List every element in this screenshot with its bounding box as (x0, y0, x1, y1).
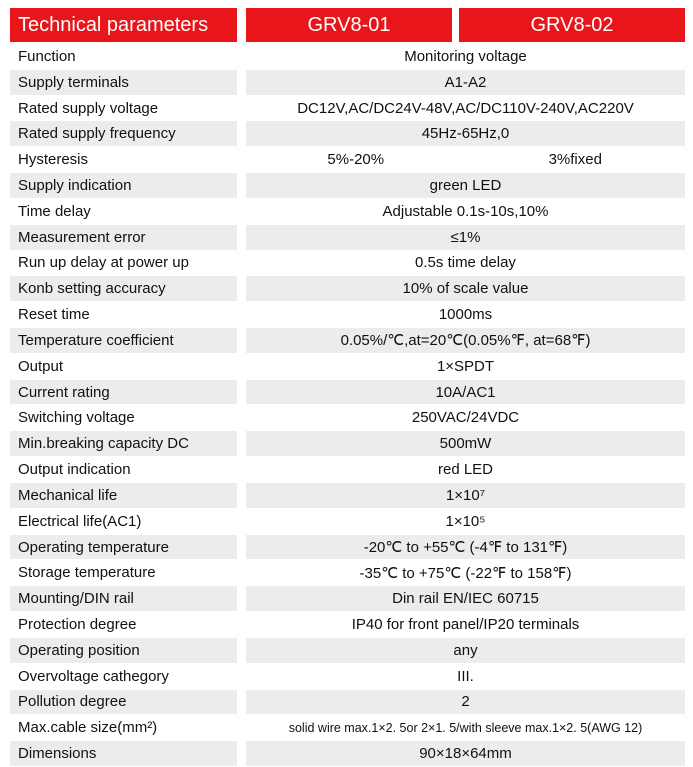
row-label: Output (18, 357, 64, 375)
row-label: Reset time (18, 306, 90, 324)
row-label: Min.breaking capacity DC (10, 431, 237, 457)
row-label: Pollution degree (10, 689, 237, 715)
model-header: GRV8-01 (246, 8, 452, 42)
row-label: Supply indication (10, 173, 237, 198)
row-fill (237, 147, 246, 172)
row-label: Operating temperature (10, 534, 237, 560)
row-value: 3%fixed (548, 151, 602, 169)
row-value: any (246, 637, 685, 663)
row-value: 1×10⁵ (445, 512, 486, 530)
row-value: Adjustable 0.1s-10s,10% (382, 202, 549, 220)
row-value: -35℃ to +75℃ (-22℉ to 158℉) (359, 564, 572, 582)
row-label: Operating position (10, 637, 237, 663)
row-label: Switching voltage (18, 409, 135, 427)
row-label: Electrical life(AC1) (18, 512, 142, 530)
row-value: 0.05%/℃,at=20℃(0.05%℉, at=68℉) (246, 328, 685, 353)
row-label: Dimensions (10, 741, 237, 766)
row-label: Protection degree (18, 615, 137, 633)
row-value: Monitoring voltage (404, 47, 527, 65)
row-value: solid wire max.1×2. 5or 2×1. 5/with slee… (288, 720, 643, 735)
row-label: Konb setting accuracy (10, 276, 237, 302)
row-value: 250VAC/24VDC (411, 409, 520, 427)
row-value: 500mW (246, 431, 685, 457)
row-label: Current rating (10, 379, 237, 405)
row-value: 1×SPDT (436, 357, 495, 375)
row-label: Rated supply voltage (18, 99, 159, 117)
row-label: Storage temperature (18, 564, 156, 582)
row-label: Overvoltage cathegory (18, 667, 169, 685)
row-value: DC12V,AC/DC24V-48V,AC/DC110V-240V,AC220V (297, 99, 634, 117)
row-label: Hysteresis (18, 151, 89, 169)
row-value: red LED (437, 461, 494, 479)
row-value: 90×18×64mm (246, 741, 685, 766)
table-header: Technical parameters (10, 8, 237, 42)
row-value: 45Hz-65Hz,0 (246, 121, 685, 147)
row-label: Output indication (18, 461, 131, 479)
row-label: Rated supply frequency (10, 121, 237, 147)
row-label: Run up delay at power up (18, 254, 189, 272)
row-value: III. (457, 667, 474, 685)
row-label: Time delay (18, 202, 91, 220)
row-value: 1000ms (438, 306, 493, 324)
row-label: Mechanical life (10, 482, 237, 508)
row-value: IP40 for front panel/IP20 terminals (351, 615, 580, 633)
row-value: 0.5s time delay (415, 254, 516, 272)
row-label: Mounting/DIN rail (10, 586, 237, 612)
row-value: 5%-20% (327, 151, 385, 169)
row-label: Supply terminals (10, 69, 237, 95)
model-header: GRV8-02 (459, 8, 685, 42)
row-label: Function (18, 47, 76, 65)
row-value: 1×10⁷ (246, 482, 685, 508)
row-value: 10% of scale value (246, 276, 685, 302)
row-label: Measurement error (10, 224, 237, 250)
row-value: green LED (246, 173, 685, 198)
row-label: Max.cable size(mm²) (18, 719, 158, 737)
row-value: 10A/AC1 (246, 379, 685, 405)
row-value: -20℃ to +55℃ (-4℉ to 131℉) (246, 534, 685, 560)
row-value: ≤1% (246, 224, 685, 250)
row-label: Temperature coefficient (10, 328, 237, 353)
row-value: Din rail EN/IEC 60715 (246, 586, 685, 612)
row-value: A1-A2 (246, 69, 685, 95)
row-value: 2 (246, 689, 685, 715)
